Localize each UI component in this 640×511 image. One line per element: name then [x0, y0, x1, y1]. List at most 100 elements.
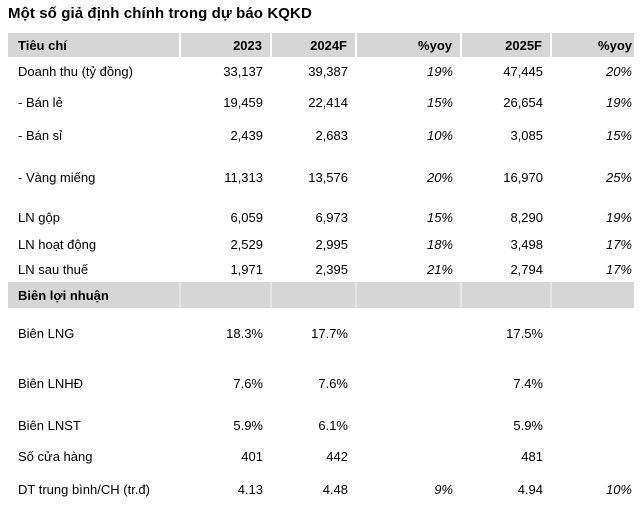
cell-label: Biên LNST: [18, 417, 81, 433]
cell-2023: 2,529: [230, 237, 263, 252]
exhibit-title: Một số giả định chính trong dự báo KQKD: [8, 5, 312, 22]
table-row-bien-lnhd: Biên LNHĐ 7.6% 7.6% 7.4%: [8, 358, 634, 409]
cell-2024f: 442: [326, 449, 348, 464]
cell-yoy-2025: [551, 358, 634, 409]
column-header-yoy-2025: %yoy: [550, 33, 634, 57]
cell-label: DT trung bình/CH (tr.đ): [18, 481, 150, 497]
cell-label: - Vàng miếng: [18, 170, 96, 185]
cell-2025f: 47,445: [503, 64, 543, 79]
table-row-dt-trung-binh-ch: DT trung bình/CH (tr.đ) 4.13 4.48 9% 4.9…: [8, 472, 634, 506]
cell-2024f: 22,414: [308, 95, 348, 110]
column-header-2023: 2023: [179, 33, 271, 57]
cell-2023: 2,439: [230, 128, 263, 143]
column-header-2024f: 2024F: [270, 33, 356, 57]
cell-yoy-2024: [356, 441, 461, 472]
cell-2023: 401: [241, 449, 263, 464]
cell-label: Biên LNHĐ: [18, 376, 84, 391]
table-row-ln-hoat-dong: LN hoạt động 2,529 2,995 18% 3,498 17%: [8, 232, 634, 257]
cell-2025f: 4.94: [517, 481, 543, 497]
cell-yoy-2024: 10%: [426, 128, 453, 143]
cell-yoy-2024: [356, 308, 461, 358]
cell-label: Biên LNG: [18, 325, 75, 341]
cell-yoy-2024: 9%: [434, 481, 453, 497]
cell-2024f: 6,973: [315, 210, 348, 225]
cell-2024f: 4.48: [322, 481, 348, 497]
cell-2025f: 481: [521, 449, 543, 464]
cell-yoy-2025: 17%: [605, 262, 632, 277]
table-row-ban-le: - Bán lẻ 19,459 22,414 15% 26,654 19%: [8, 86, 634, 119]
cell-2025f: 26,654: [503, 95, 543, 110]
table-row-doanh-thu: Doanh thu (tỷ đồng) 33,137 39,387 19% 47…: [8, 57, 634, 86]
cell-yoy-2025: [551, 409, 634, 441]
cell-yoy-2025: 19%: [605, 210, 632, 225]
cell-yoy-2024: [356, 358, 461, 409]
cell-label: LN gộp: [18, 210, 60, 225]
section-header-row-bien-loi-nhuan: Biên lợi nhuận: [8, 282, 634, 308]
cell-yoy-2024: [355, 282, 461, 308]
table-row-bien-lnst: Biên LNST 5.9% 6.1% 5.9%: [8, 409, 634, 441]
table-row-vang-mieng: - Vàng miếng 11,313 13,576 20% 16,970 25…: [8, 152, 634, 203]
cell-yoy-2025: [551, 441, 634, 472]
column-header-2025f: 2025F: [460, 33, 551, 57]
table-row-ln-sau-thue: LN sau thuế 1,971 2,395 21% 2,794 17%: [8, 257, 634, 282]
cell-2025f: 5.9%: [513, 417, 543, 433]
cell-2023: 11,313: [224, 170, 263, 185]
assumptions-table: Tiêu chí 2023 2024F %yoy 2025F %yoy Doan…: [8, 33, 634, 506]
cell-label: Số cửa hàng: [18, 449, 93, 464]
table-row-ln-gop: LN gộp 6,059 6,973 15% 8,290 19%: [8, 203, 634, 232]
cell-2023: 6,059: [230, 210, 263, 225]
cell-2024f: 17.7%: [311, 325, 348, 341]
column-header-tieu-chi: Tiêu chí: [18, 37, 67, 53]
cell-yoy-2024: [356, 409, 461, 441]
table-row-ban-si: - Bán sỉ 2,439 2,683 10% 3,085 15%: [8, 119, 634, 152]
cell-2025f: [460, 282, 551, 308]
cell-2023: 5.9%: [233, 417, 263, 433]
cell-2023: 19,459: [223, 95, 263, 110]
cell-2023: 7.6%: [233, 376, 263, 391]
cell-2024f: [270, 282, 356, 308]
table-row-so-cua-hang: Số cửa hàng 401 442 481: [8, 441, 634, 472]
cell-2024f: 7.6%: [318, 376, 348, 391]
section-header-label: Biên lợi nhuận: [18, 287, 109, 303]
cell-label: LN hoạt động: [18, 237, 97, 252]
cell-yoy-2025: [550, 282, 634, 308]
cell-yoy-2024: 20%: [426, 170, 453, 185]
cell-2024f: 2,683: [315, 128, 348, 143]
cell-2025f: 2,794: [510, 262, 543, 277]
cell-2023: 18.3%: [226, 325, 263, 341]
cell-2025f: 3,498: [510, 237, 543, 252]
cell-2023: 4.13: [237, 481, 263, 497]
table-header-row: Tiêu chí 2023 2024F %yoy 2025F %yoy: [8, 33, 634, 57]
cell-yoy-2024: 15%: [426, 210, 453, 225]
cell-2025f: 7.4%: [513, 376, 543, 391]
cell-2024f: 13,576: [308, 170, 348, 185]
cell-2024f: 2,995: [315, 237, 348, 252]
cell-label: - Bán lẻ: [18, 95, 63, 110]
cell-2023: 33,137: [223, 64, 263, 79]
cell-2024f: 6.1%: [318, 417, 348, 433]
cell-2025f: 17.5%: [506, 325, 543, 341]
cell-yoy-2024: 19%: [426, 64, 453, 79]
cell-yoy-2024: 21%: [426, 262, 453, 277]
cell-2025f: 16,970: [503, 170, 543, 185]
cell-yoy-2025: 17%: [605, 237, 632, 252]
cell-label: LN sau thuế: [18, 262, 89, 277]
cell-2024f: 2,395: [315, 262, 348, 277]
cell-yoy-2025: 20%: [605, 64, 632, 79]
cell-yoy-2024: 18%: [426, 237, 453, 252]
column-header-yoy-2024: %yoy: [355, 33, 461, 57]
cell-label: - Bán sỉ: [18, 128, 63, 143]
cell-2025f: 8,290: [510, 210, 543, 225]
cell-yoy-2025: 15%: [605, 128, 632, 143]
cell-2023: 1,971: [230, 262, 263, 277]
cell-yoy-2025: 25%: [605, 170, 632, 185]
cell-yoy-2025: 19%: [605, 95, 632, 110]
cell-yoy-2025: [551, 308, 634, 358]
table-row-bien-lng: Biên LNG 18.3% 17.7% 17.5%: [8, 308, 634, 358]
cell-yoy-2025: 10%: [605, 481, 632, 497]
cell-2025f: 3,085: [510, 128, 543, 143]
cell-2023: [179, 282, 271, 308]
cell-2024f: 39,387: [308, 64, 348, 79]
cell-yoy-2024: 15%: [426, 95, 453, 110]
